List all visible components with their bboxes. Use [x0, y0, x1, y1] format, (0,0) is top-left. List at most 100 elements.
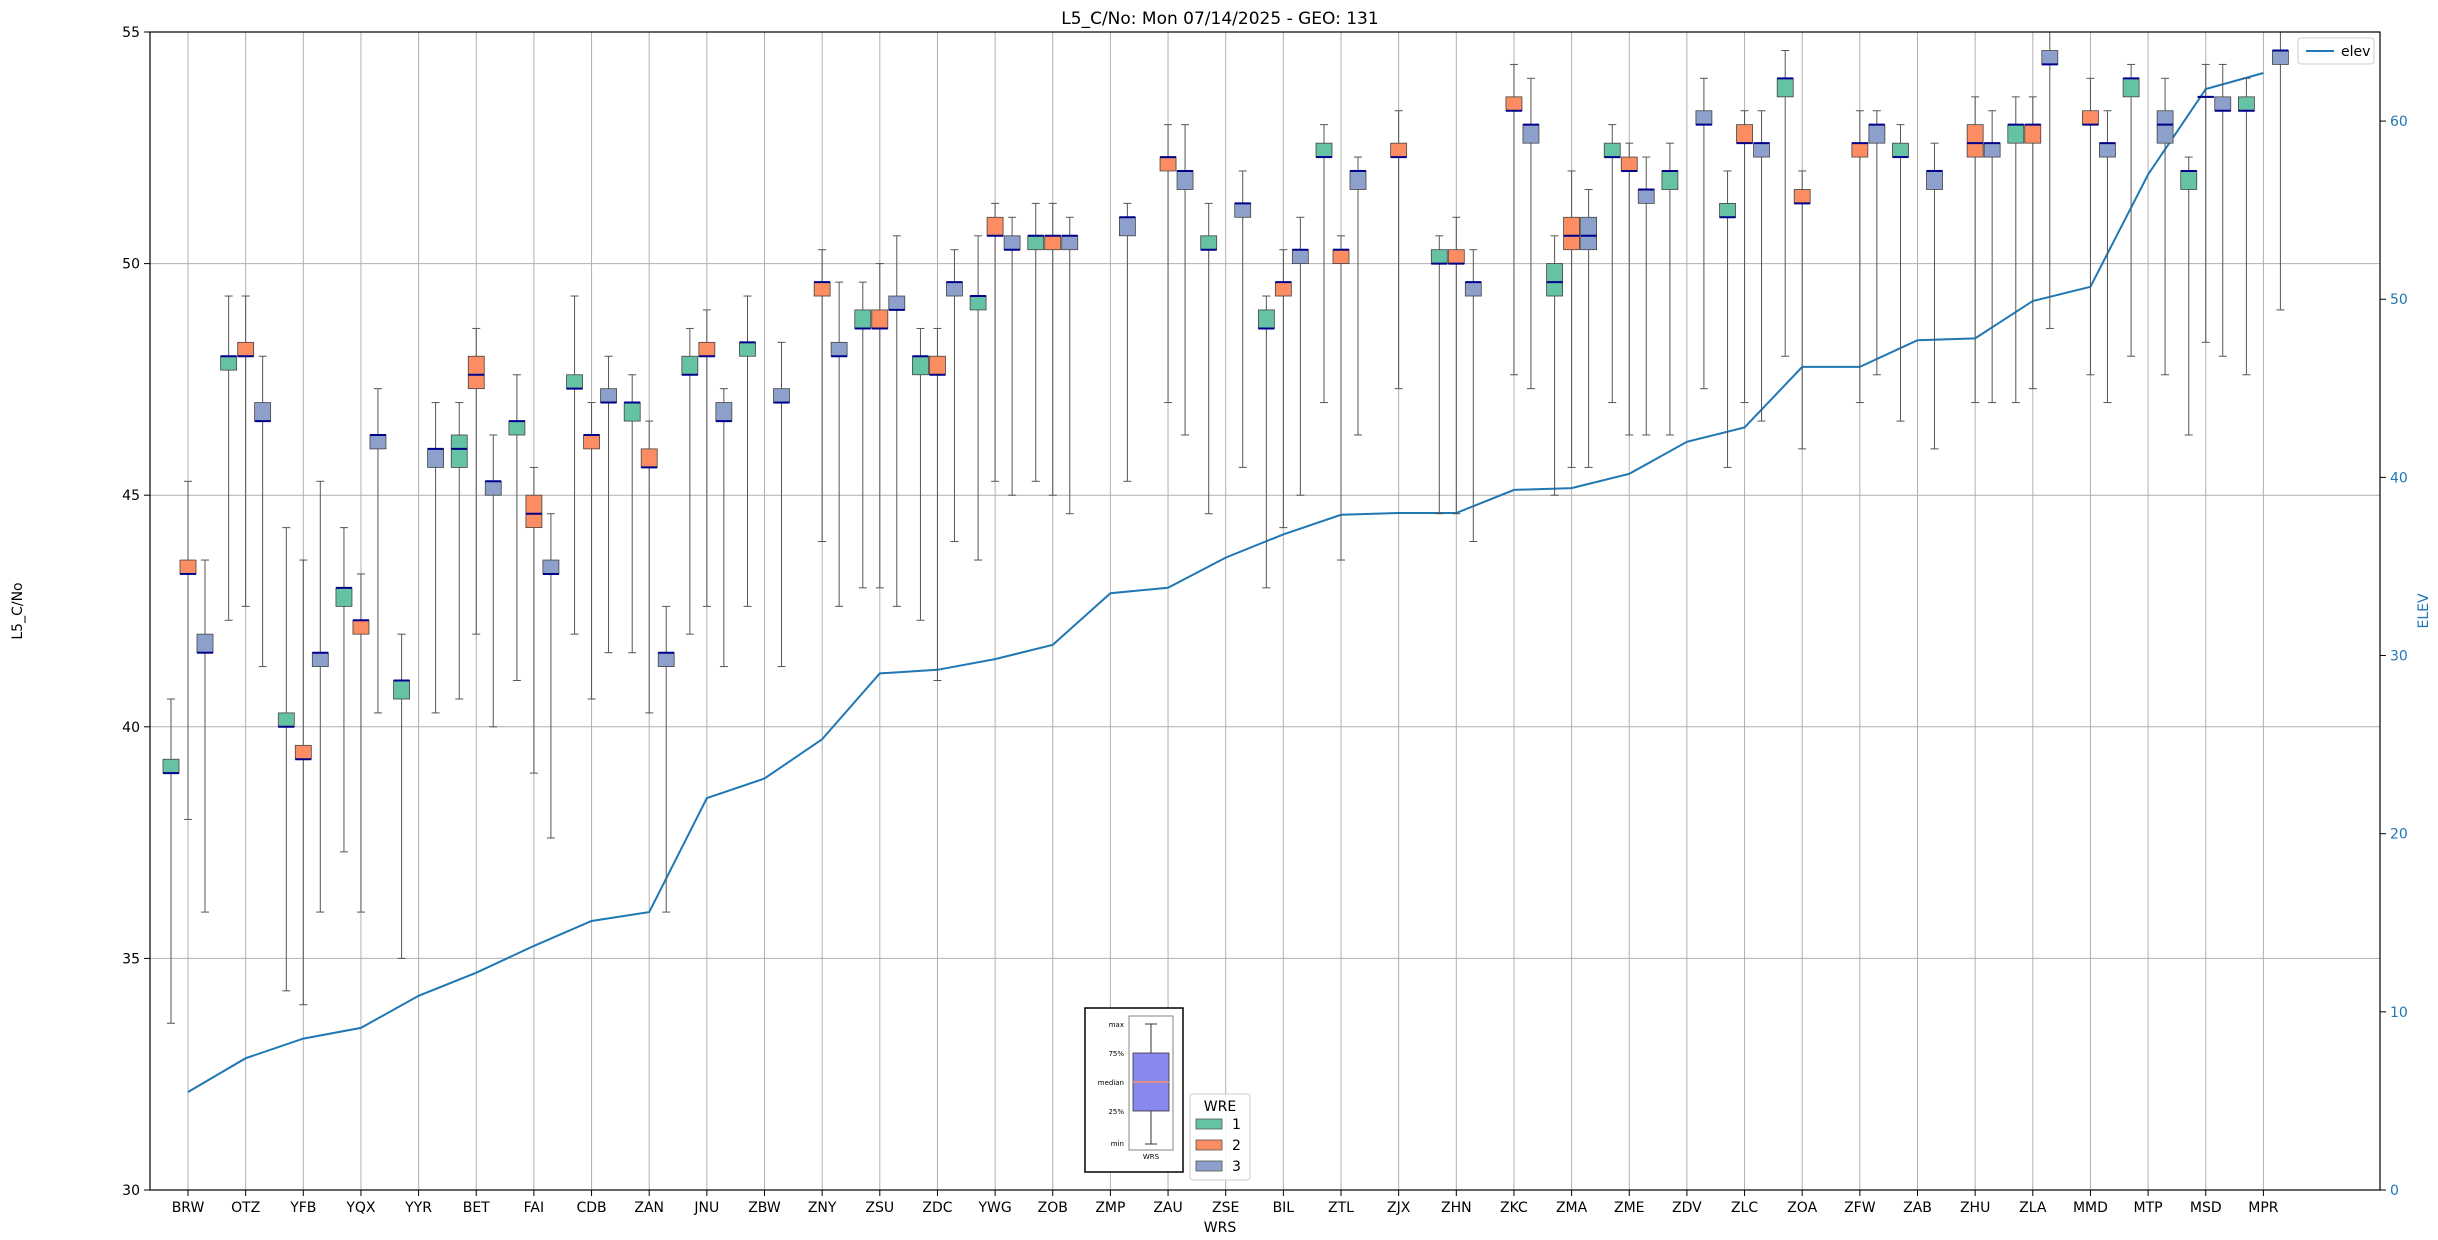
box [1851, 142, 1869, 158]
box-wre-3-ZMA [1580, 188, 1597, 468]
box [1603, 142, 1621, 158]
inset-key-label-q3: 75% [1108, 1050, 1124, 1058]
box-wre-2-ZKC [1505, 63, 1523, 376]
box [1580, 216, 1597, 251]
box-wre-2-ZLC [1736, 110, 1753, 404]
box-wre-2-BRW [179, 480, 197, 820]
box [311, 652, 329, 667]
box-wre-2-ZMA [1563, 170, 1580, 468]
x-tick-label: ZOA [1787, 1200, 1817, 1216]
x-tick-label: YYR [404, 1200, 432, 1216]
inset-key-label-max: max [1109, 1021, 1124, 1029]
y2-tick-label: 20 [2390, 827, 2408, 843]
y-axis-label: L5_C/No [10, 582, 26, 639]
box [508, 420, 526, 436]
box [1257, 309, 1275, 329]
box-wre-3-BIL [1291, 216, 1309, 496]
box [640, 448, 658, 468]
box-wre-3-ZHN [1464, 249, 1482, 543]
y2-tick-label: 50 [2390, 292, 2408, 308]
box [2180, 170, 2198, 190]
x-tick-label: BIL [1273, 1200, 1295, 1216]
box-wre-2-JNU [698, 309, 716, 607]
box-wre-2-ZHU [1966, 96, 1984, 404]
axes: 30 35 40 45 50 55 0 10 20 30 40 50 60 BRW OTZ YFB YQX YYR… [122, 25, 2408, 1216]
box [1315, 142, 1333, 158]
box [830, 341, 848, 357]
box-wre-3-BRW [196, 559, 214, 913]
x-tick-label: ZSU [865, 1200, 894, 1216]
box [237, 341, 255, 357]
box [1332, 249, 1350, 264]
box [888, 295, 906, 311]
box [1176, 170, 1194, 190]
box [1620, 156, 1638, 172]
box-wre-3-ZME [1637, 156, 1655, 436]
box [1430, 249, 1448, 264]
box-wre-2-ZME [1620, 142, 1638, 436]
box-wre-2-ZLA [2024, 96, 2042, 390]
x-tick-label: ZHU [1960, 1200, 1990, 1216]
x-tick-label: ZMP [1095, 1200, 1125, 1216]
box-wre-3-ZNY [830, 281, 848, 607]
box-wre-1-ZAN [623, 374, 641, 654]
box-wre-1-BET [450, 402, 468, 700]
box [335, 587, 353, 607]
box-wre-3-MMD [2099, 110, 2116, 404]
box [1200, 235, 1218, 251]
x-tick-label: MTP [2134, 1200, 2163, 1216]
box-wre-2-ZOB [1044, 202, 1062, 496]
box [179, 559, 197, 575]
box-wre-1-ZSE [1200, 202, 1218, 515]
x-tick-label: ZOB [1038, 1200, 1068, 1216]
box [698, 341, 716, 357]
box [1464, 281, 1482, 297]
box [1061, 235, 1079, 251]
box-wre-1-ZDV [1661, 142, 1679, 436]
box-wre-3-MSD [2214, 63, 2232, 357]
plot-frame [149, 31, 2381, 1191]
box [1119, 216, 1136, 237]
inset-key: max 75% median 25% min WRS [1084, 1007, 1184, 1173]
x-tick-label: ZHN [1441, 1200, 1472, 1216]
box [813, 281, 831, 297]
box-wre-1-JNU [681, 327, 699, 635]
box-wre-3-MPR [2271, 31, 2289, 311]
x-tick-label: ZJX [1387, 1200, 1411, 1216]
box [1892, 142, 1909, 158]
wre-legend-label-1: 1 [1232, 1117, 1241, 1133]
box-wre-1-YWG [969, 235, 987, 561]
box [1926, 170, 1943, 190]
inset-key-label-min: min [1111, 1140, 1124, 1148]
box-wre-2-MSD [2197, 63, 2215, 343]
box [1390, 142, 1408, 158]
box [946, 281, 963, 297]
box-wre-3-YYR [427, 402, 445, 714]
wre-legend-label-2: 2 [1232, 1138, 1241, 1154]
wre-legend-title: WRE [1204, 1099, 1236, 1115]
box [715, 402, 733, 422]
box-wre-2-ZSU [871, 263, 889, 589]
box [1349, 170, 1367, 190]
box-wre-2-ZOA [1793, 170, 1811, 450]
box [393, 680, 411, 700]
inset-key-axes [1128, 1015, 1174, 1151]
box-wre-3-OTZ [254, 355, 272, 668]
box [294, 744, 312, 760]
box [1291, 249, 1309, 264]
box [1505, 96, 1523, 112]
wre-legend-frame [1189, 1093, 1251, 1181]
box [2082, 110, 2099, 126]
box-wre-2-YWG [986, 202, 1004, 482]
x-tick-label: OTZ [231, 1200, 260, 1216]
inset-key-label-median: median [1098, 1079, 1124, 1087]
box-wre-3-CDB [600, 355, 617, 654]
x-tick-label: MPR [2248, 1200, 2279, 1216]
box-wre-1-MPR [2237, 77, 2255, 376]
box-wre-1-ZDC [912, 327, 929, 621]
box [220, 355, 238, 371]
box [1966, 124, 1984, 158]
x-tick-label: BET [463, 1200, 490, 1216]
box [2024, 124, 2042, 144]
y-tick-label: 30 [122, 1183, 140, 1199]
